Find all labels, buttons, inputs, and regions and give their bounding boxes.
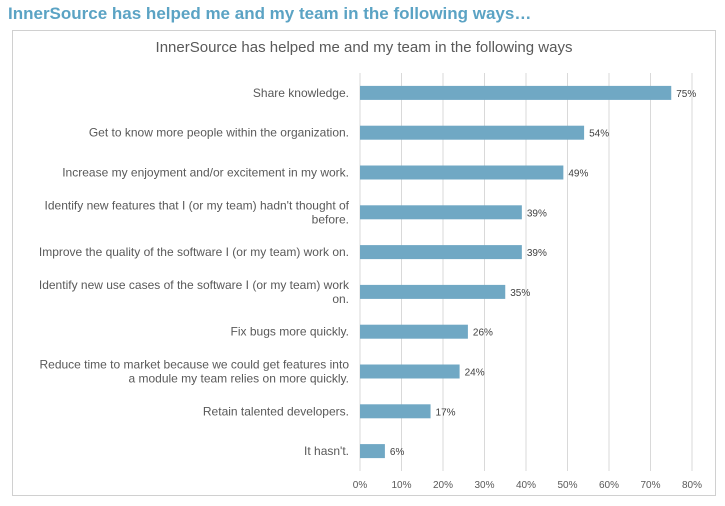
data-label: 39% [527, 248, 547, 259]
x-tick-label: 80% [682, 480, 702, 491]
chart-title: InnerSource has helped me and my team in… [155, 39, 573, 56]
bar-chart: 0% 10% 20% 30% 40% 50% 60% 70% 80% 75% Share knowl… [39, 73, 702, 491]
category-label: Retain talented developers. [203, 404, 349, 418]
category-label: It hasn't. [304, 444, 349, 458]
category-label: Fix bugs more quickly. [231, 325, 349, 339]
data-label: 24% [465, 368, 485, 379]
slide-heading: InnerSource has helped me and my team in… [8, 4, 532, 23]
bar [360, 404, 431, 419]
data-label: 26% [473, 328, 493, 339]
x-tick-label: 70% [640, 480, 660, 491]
category-label: Improve the quality of the software I (o… [39, 245, 349, 259]
x-tick-label: 20% [433, 480, 453, 491]
x-tick-label: 50% [557, 480, 577, 491]
bar [360, 125, 585, 140]
data-label: 54% [589, 129, 609, 140]
x-tick-label: 10% [391, 480, 411, 491]
chart-frame: InnerSource has helped me and my team in… [12, 30, 716, 496]
x-tick-label: 40% [516, 480, 536, 491]
bar [360, 364, 460, 379]
data-label: 35% [510, 288, 530, 299]
bar [360, 444, 385, 459]
data-label: 39% [527, 208, 547, 219]
data-label: 17% [436, 407, 456, 418]
bar [360, 324, 468, 339]
category-label: Identify new use cases of the software I… [39, 278, 350, 306]
data-label: 6% [390, 447, 405, 458]
data-label: 75% [676, 89, 696, 100]
bar [360, 205, 522, 220]
bar [360, 245, 522, 260]
x-tick-label: 60% [599, 480, 619, 491]
x-tick-label: 0% [353, 480, 368, 491]
category-label: Identify new features that I (or my team… [45, 198, 350, 226]
data-label: 49% [568, 169, 588, 180]
category-label: Reduce time to market because we could g… [39, 358, 349, 386]
bar [360, 284, 506, 299]
category-label: Share knowledge. [253, 86, 349, 100]
category-label: Get to know more people within the organ… [89, 126, 349, 140]
bar [360, 85, 672, 100]
x-tick-label: 30% [474, 480, 494, 491]
bar [360, 165, 564, 180]
category-label: Increase my enjoyment and/or excitement … [62, 166, 349, 180]
